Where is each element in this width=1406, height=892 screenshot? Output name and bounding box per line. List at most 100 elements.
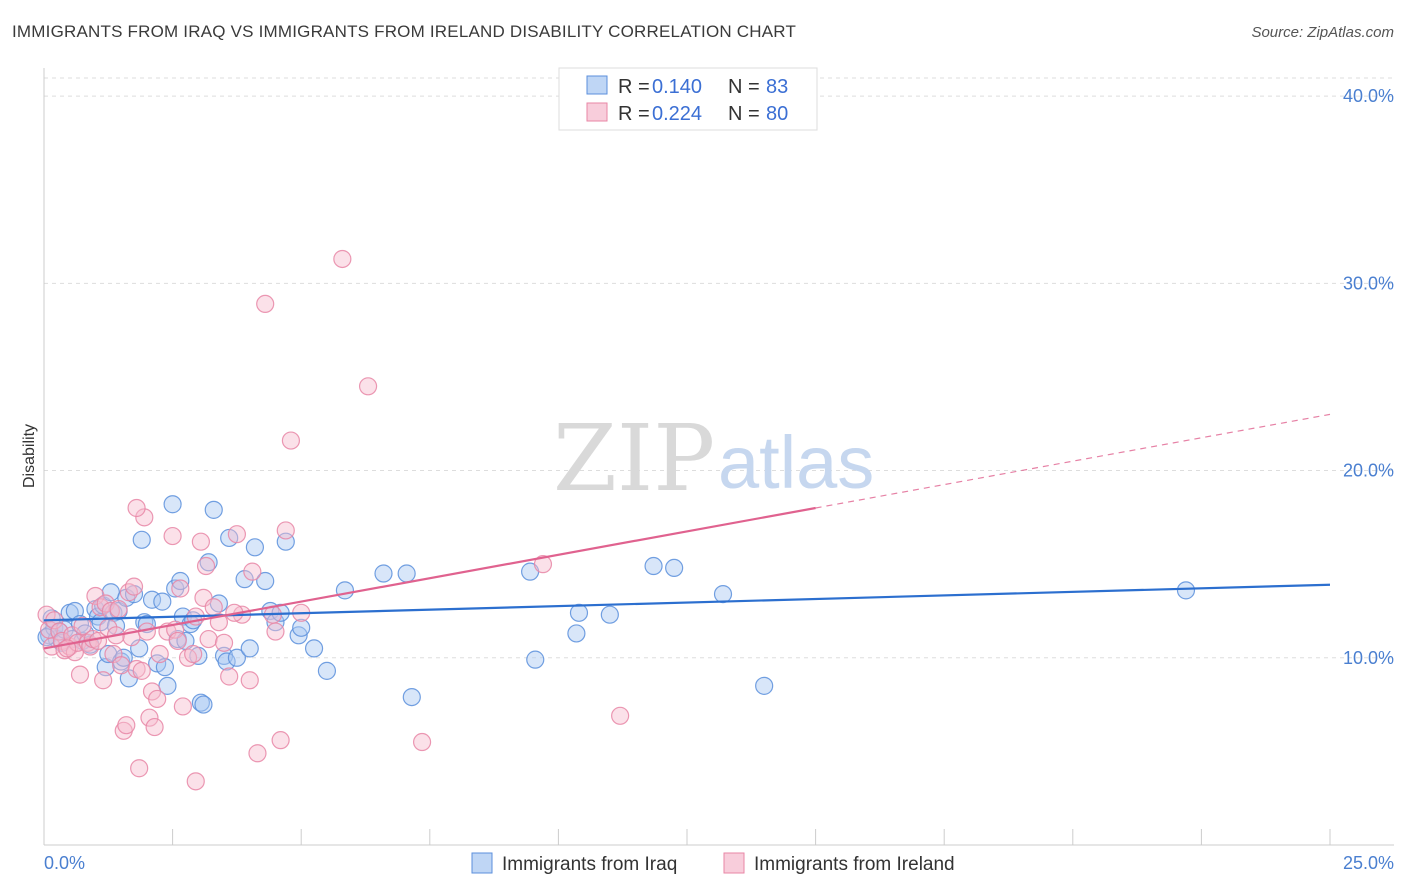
ireland-point [214,633,234,652]
ireland-point [358,377,378,396]
iraq-point [227,648,246,667]
ireland-point [86,586,105,606]
ireland-point [333,249,352,269]
ireland-point [127,498,146,518]
x-tick-label-min: 0.0% [44,853,85,873]
iraq-point [245,538,265,557]
ireland-point [145,717,164,737]
ireland-point [533,555,553,574]
legend-n-label-ireland: N = [728,103,760,125]
ireland-point [112,656,131,675]
trend-line-iraq [43,583,1331,622]
iraq-point [217,652,236,671]
legend-r-value-iraq: 0.140 [652,76,702,98]
iraq-point [397,564,416,583]
ireland-point [199,629,218,649]
ireland-point [281,431,301,450]
ireland-point [173,697,192,716]
iraq-point [153,592,172,611]
bottom-legend-swatch-iraq [471,852,493,874]
series-legend: Immigrants from Iraq Immigrants from Ire… [471,852,955,875]
ireland-point [171,579,190,598]
iraq-point [292,618,311,637]
iraq-point [289,626,308,645]
iraq-point [402,687,421,707]
iraq-point [256,571,275,591]
iraq-point [526,650,545,669]
ireland-point [248,744,267,763]
trend-line-ireland [43,506,816,650]
ireland-point [196,556,216,576]
ireland-point [117,716,136,735]
ireland-point [148,689,167,709]
ireland-point [163,526,182,546]
legend-n-value-iraq: 83 [766,76,788,98]
x-tick-label-max: 25.0% [1343,853,1394,873]
legend-r-label-iraq: R = [618,76,650,98]
iraq-point [114,648,133,667]
iraq-point [235,570,254,589]
bottom-legend-label-iraq: Immigrants from Iraq [502,854,677,875]
ireland-point [186,772,205,791]
iraq-point [374,564,393,583]
iraq-point [191,693,210,712]
legend-r-value-ireland: 0.224 [652,103,702,125]
ireland-point [266,622,285,641]
ireland-point [109,599,128,619]
iraq-point [171,571,190,591]
legend-swatch-ireland [586,102,608,122]
y-tick-label: 10.0% [1343,648,1394,668]
iraq-point [567,624,586,643]
ireland-point [184,644,203,664]
iraq-point [317,661,337,680]
legend-swatch-iraq [586,75,608,95]
ireland-point [276,521,295,540]
y-tick-labels: 10.0% 20.0% 30.0% 40.0% [1343,86,1394,668]
iraq-point [194,695,213,714]
iraq-point [132,530,151,549]
ireland-point [168,631,187,651]
watermark: ZIP atlas [553,405,874,512]
legend-n-value-ireland: 80 [766,103,788,125]
ireland-point [124,577,144,596]
ireland-point [70,665,90,684]
ireland-point [140,708,159,727]
iraq-point [335,581,355,600]
iraq-point [1176,581,1196,600]
iraq-point [569,603,589,622]
chart-title: IMMIGRANTS FROM IRAQ VS IMMIGRANTS FROM … [12,22,797,41]
iraq-point [665,558,684,578]
y-tick-label: 30.0% [1343,273,1394,293]
ireland-point [243,562,262,581]
ireland-point [412,732,432,752]
ireland-point [271,731,290,750]
series-ireland-points [37,249,630,791]
ireland-point [130,759,149,778]
bottom-legend-label-ireland: Immigrants from Ireland [754,854,955,875]
iraq-point [204,500,223,519]
stats-legend: R = 0.140 N = 83 R = 0.224 N = 80 [558,67,818,131]
iraq-point [304,639,324,658]
iraq-point [163,495,182,514]
ireland-point [132,661,151,680]
trend-line-ireland-extension [815,413,1331,509]
ireland-point [611,706,630,725]
bottom-legend-swatch-ireland [723,852,745,874]
series-iraq-points [37,495,1196,714]
watermark-zip: ZIP [553,405,715,512]
ireland-point [191,532,210,551]
ireland-point [119,583,138,602]
legend-n-label-iraq: N = [728,76,760,98]
iraq-point [240,639,259,658]
legend-r-label-ireland: R = [618,103,650,125]
trend-lines [43,413,1331,650]
iraq-point [600,605,619,624]
iraq-point [755,676,774,695]
ireland-point [94,671,113,690]
ireland-point [240,671,259,690]
x-axis-ticks [43,829,1331,845]
source-label: Source: ZipAtlas.com [1251,24,1394,41]
ireland-point [256,294,275,314]
y-tick-label: 40.0% [1343,86,1394,106]
